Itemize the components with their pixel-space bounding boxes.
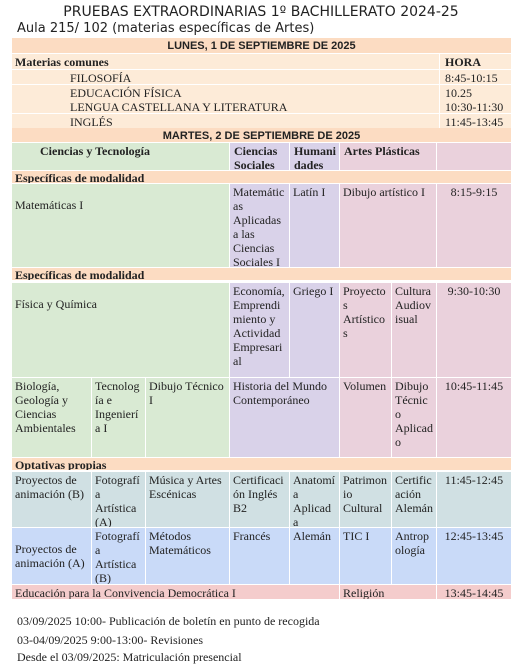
time: 13:45-14:45 [437, 585, 512, 600]
subject-cell: Cultura Audiovisual [392, 283, 437, 378]
column-heading: Humanidades [290, 143, 340, 171]
time: 11:45-12:45 [437, 472, 512, 528]
subject: EDUCACIÓN FÍSICA [12, 84, 440, 100]
time: 9:30-10:30 [437, 283, 512, 378]
subject-cell: Música y Artes Escénicas [146, 472, 230, 528]
subject: INGLÉS [12, 113, 440, 129]
subject-cell: Volumen [340, 378, 392, 458]
column-heading: Ciencias y Tecnología [12, 143, 230, 171]
time: 8:15-9:15 [437, 184, 512, 268]
column-heading: Artes Plásticas [340, 143, 437, 171]
section-label: Materias comunes [12, 54, 440, 70]
subject-cell: Fotografía Artística (A) [92, 472, 146, 528]
time-heading: HORA [440, 54, 512, 70]
time: 12:45-13:45 [437, 528, 512, 585]
subject-cell: Fotografía Artística (B) [92, 528, 146, 585]
subject-cell: Patrimonio Cultural [340, 472, 392, 528]
note: 03-04/09/2025 9:00-13:00- Revisiones [17, 633, 203, 647]
section-label: Optativas propias [12, 458, 512, 471]
subject-cell: Francés [230, 528, 290, 585]
subject-cell: Antropología [392, 528, 437, 585]
subject-cell: Proyectos Artísticos [340, 283, 392, 378]
subject-cell: Certificación Inglés B2 [230, 472, 290, 528]
time-heading [437, 143, 512, 171]
subject-cell: Dibujo Técnico Aplicado [392, 378, 437, 458]
subject-cell: Proyectos de animación (A) [12, 528, 92, 585]
subject-cell: Religión [340, 585, 437, 600]
subject-cell: Física y Química [12, 283, 230, 378]
time: 10:45-11:45 [437, 378, 512, 458]
time: 10.25 [440, 84, 512, 100]
subtitle: Aula 215/ 102 (materias específicas de A… [17, 21, 315, 36]
time: 10:30-11:30 [440, 99, 512, 114]
subject-cell: Tecnología e Ingeniería I [92, 378, 146, 458]
subject-cell: Dibujo artístico I [340, 184, 437, 268]
subject-cell: Métodos Matemáticos [146, 528, 230, 585]
title: PRUEBAS EXTRAORDINARIAS 1º BACHILLERATO … [63, 4, 459, 20]
subject-cell: Matemáticas Aplicadas a las Ciencias Soc… [230, 184, 290, 268]
subject-cell: Griego I [290, 283, 340, 378]
subject-cell: Dibujo Técnico I [146, 378, 230, 458]
section-label: Específicas de modalidad [12, 268, 512, 281]
subject-cell: Latín I [290, 184, 340, 268]
note: 03/09/2025 10:00- Publicación de boletín… [17, 614, 320, 628]
subject-cell: Educación para la Convivencia Democrátic… [12, 585, 340, 600]
time: 8:45-10:15 [440, 70, 512, 85]
day-heading: MARTES, 2 DE SEPTIEMBRE DE 2025 [12, 128, 512, 143]
subject-cell: Certificación Alemán [392, 472, 437, 528]
subject-cell: Historia del Mundo Contemporáneo [230, 378, 340, 458]
time: 11:45-13:45 [440, 113, 512, 129]
subject-cell: Biología, Geología y Ciencias Ambientale… [12, 378, 92, 458]
subject: LENGUA CASTELLANA Y LITERATURA [12, 99, 440, 114]
subject-cell: Alemán [290, 528, 340, 585]
column-heading: Ciencias Sociales [230, 143, 290, 171]
subject-cell: TIC I [340, 528, 392, 585]
day-heading: LUNES, 1 DE SEPTIEMBRE DE 2025 [12, 38, 512, 54]
subject-cell: Economía, Emprendimiento y Actividad Emp… [230, 283, 290, 378]
subject: FILOSOFÍA [12, 70, 440, 85]
note: Desde el 03/09/2025: Matriculación prese… [17, 650, 242, 664]
subject-cell: Matemáticas I [12, 184, 230, 268]
subject-cell: Proyectos de animación (B) [12, 472, 92, 528]
subject-cell: Anatomía Aplicada [290, 472, 340, 528]
section-label: Específicas de modalidad [12, 171, 512, 184]
